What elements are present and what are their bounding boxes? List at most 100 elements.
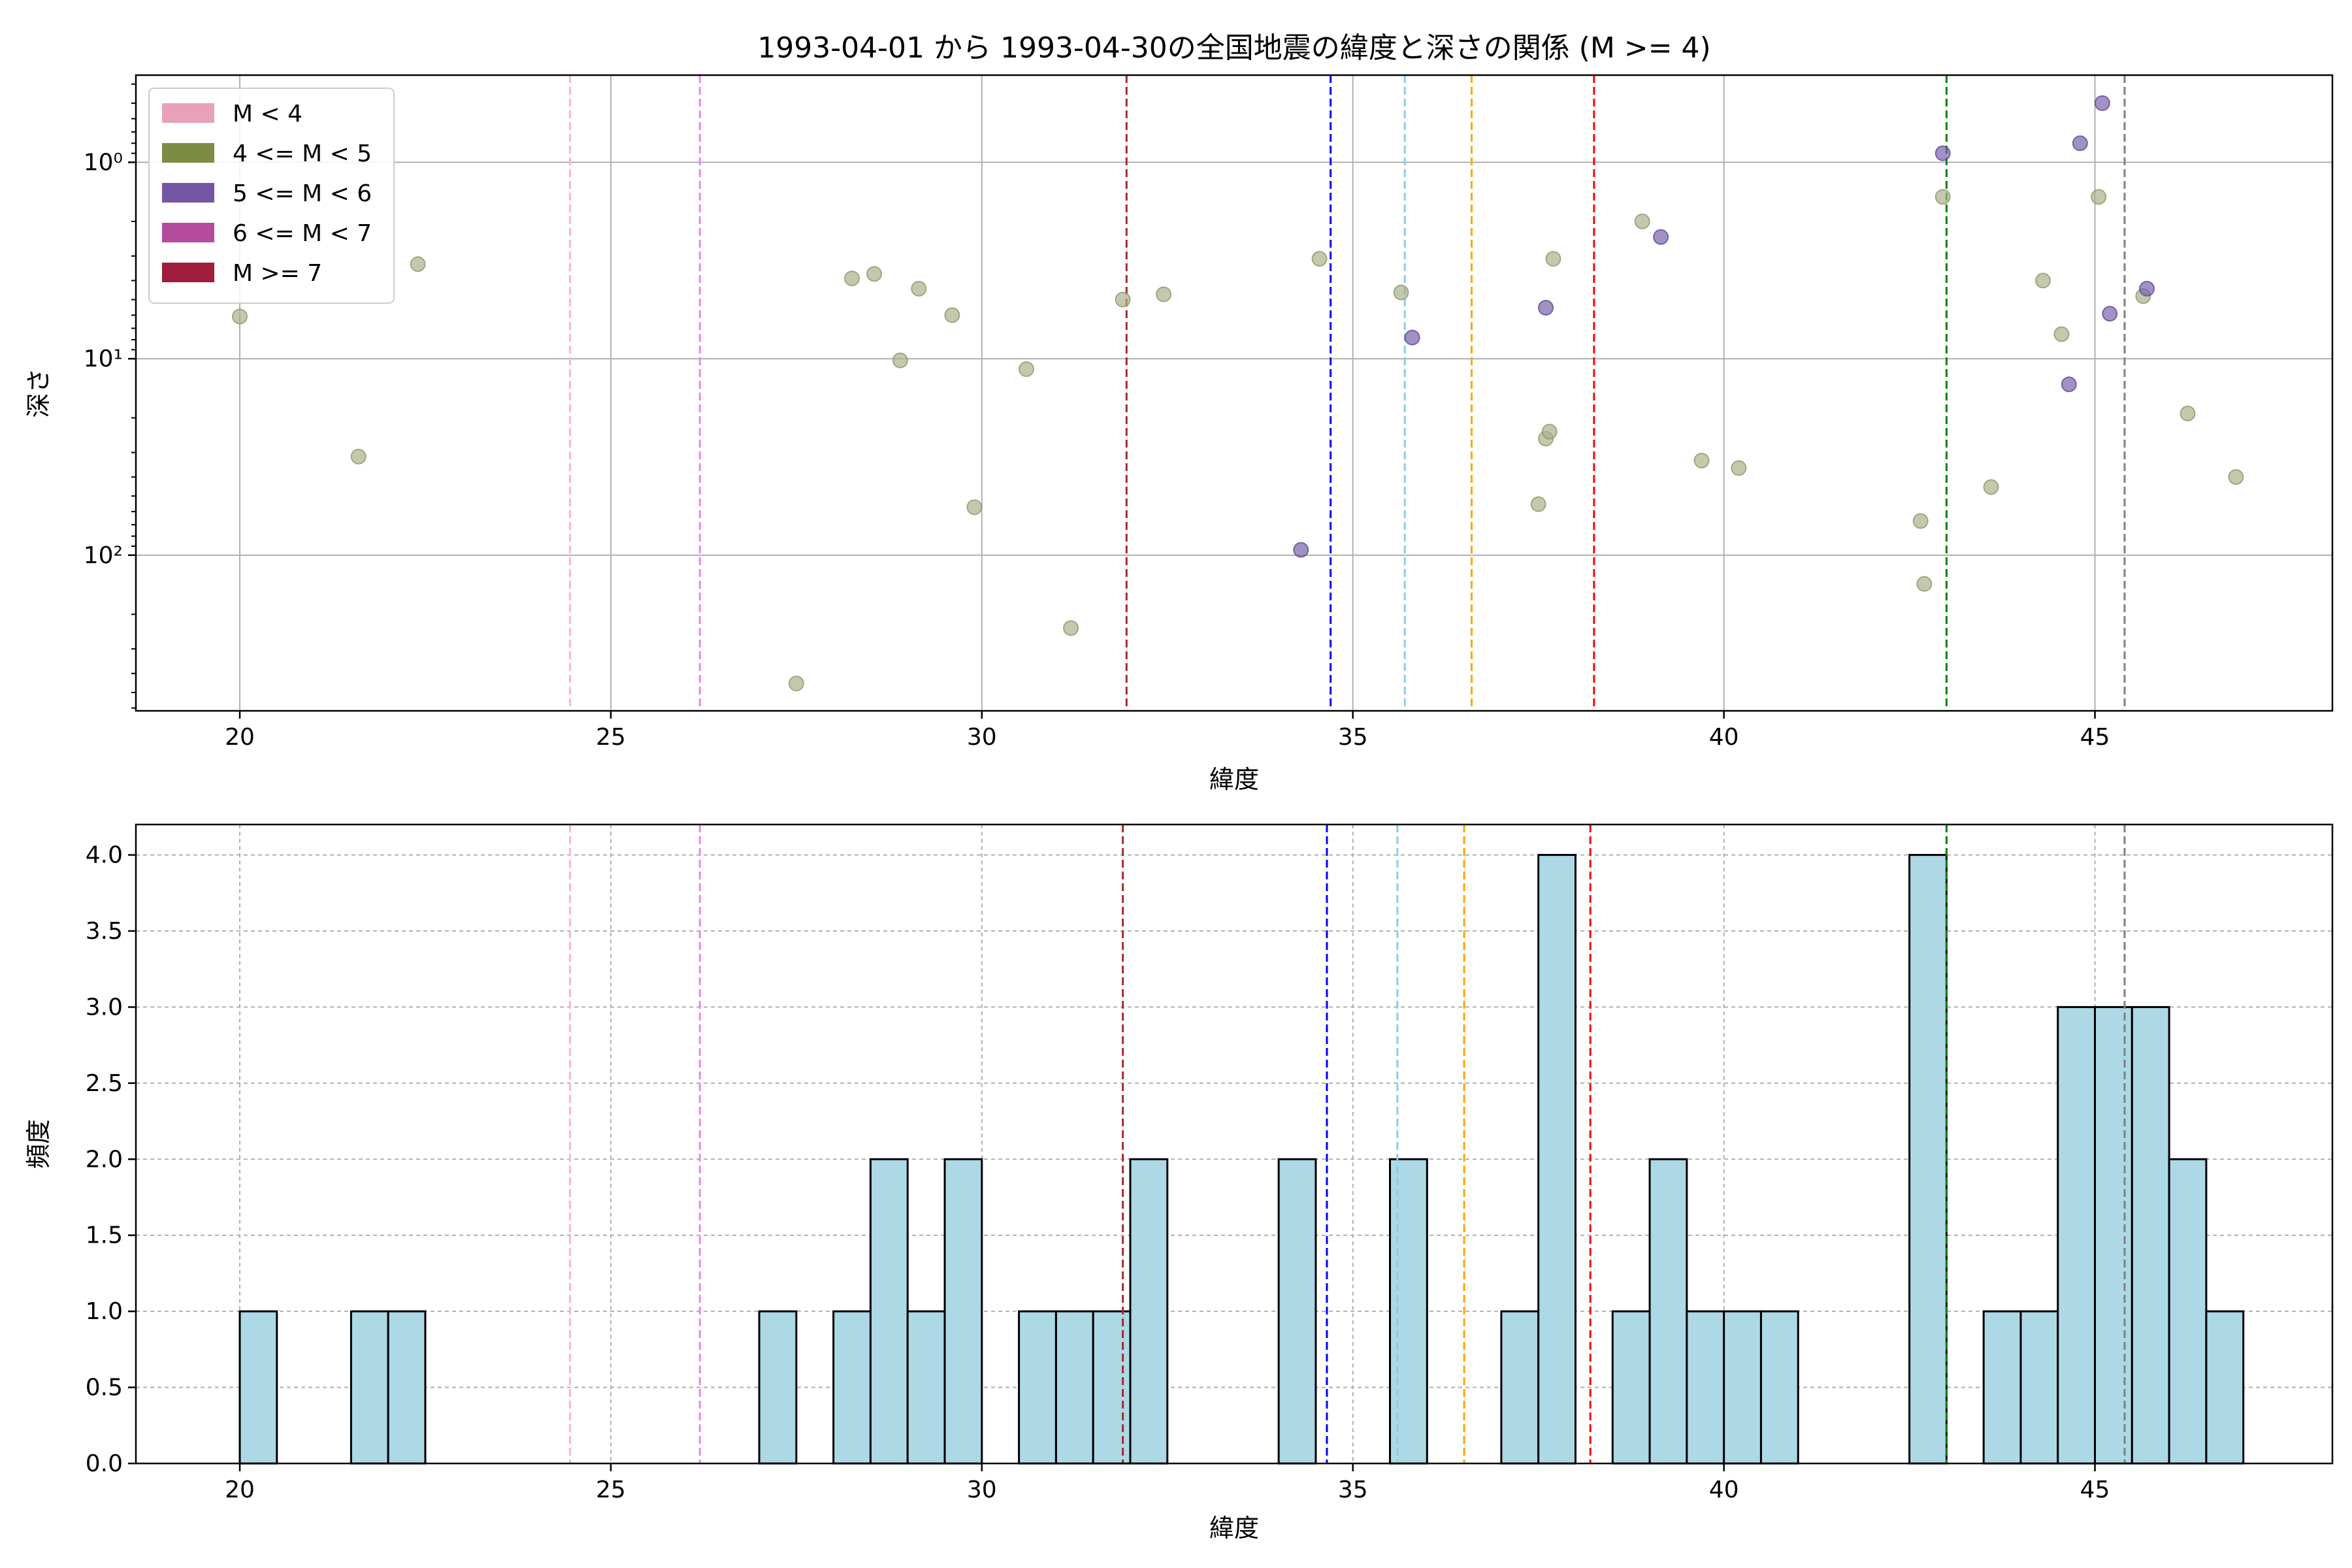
scatter-point xyxy=(1653,229,1669,245)
legend-swatch xyxy=(162,263,214,282)
legend-swatch xyxy=(162,183,214,203)
scatter-panel: 1993-04-01 から 1993-04-30の全国地震の緯度と深さの関係 (… xyxy=(24,31,2334,794)
histogram-bar xyxy=(2131,1005,2170,1465)
scatter-point xyxy=(1156,286,1172,302)
histogram-y-tick-label: 1.0 xyxy=(86,1298,123,1325)
scatter-point xyxy=(2180,405,2196,421)
histogram-bar xyxy=(1723,1310,1762,1465)
scatter-x-tick-label: 45 xyxy=(2080,724,2110,751)
legend-label: 5 <= M < 6 xyxy=(233,180,372,207)
histogram-bar xyxy=(2019,1310,2059,1465)
scatter-point xyxy=(2094,95,2110,111)
histogram-bar xyxy=(387,1310,427,1465)
scatter-point xyxy=(788,676,804,692)
histogram-bar xyxy=(869,1158,909,1465)
histogram-y-tick-label: 3.5 xyxy=(86,918,123,945)
scatter-point xyxy=(1063,620,1079,636)
histogram-bar xyxy=(1092,1310,1132,1465)
histogram-bars xyxy=(238,854,2245,1465)
scatter-point xyxy=(1115,291,1131,308)
scatter-legend: M < 4 4 <= M < 5 5 <= M < 6 6 <= M < 7 M >= … xyxy=(148,88,395,304)
histogram-bar xyxy=(238,1310,278,1465)
scatter-point xyxy=(1693,452,1710,468)
scatter-point xyxy=(866,266,883,282)
histogram-y-tick-label: 3.0 xyxy=(86,994,123,1021)
scatter-point xyxy=(2102,306,2118,322)
legend-label: 6 <= M < 7 xyxy=(233,220,372,247)
histogram-bar xyxy=(1648,1158,1688,1465)
scatter-x-tick-label: 20 xyxy=(225,724,255,751)
scatter-point xyxy=(410,256,426,272)
legend-swatch xyxy=(162,143,214,163)
scatter-point xyxy=(966,499,983,515)
scatter-point xyxy=(1634,213,1650,229)
scatter-point xyxy=(2091,189,2107,205)
scatter-point xyxy=(2139,280,2155,297)
histogram-x-axis-label: 緯度 xyxy=(1209,1514,1259,1543)
scatter-point xyxy=(1293,542,1309,558)
histogram-plot-frame xyxy=(135,823,2334,1465)
scatter-point xyxy=(892,352,908,368)
histogram-bar xyxy=(758,1310,798,1465)
legend-swatch xyxy=(162,223,214,242)
scatter-point xyxy=(911,280,927,297)
scatter-point xyxy=(1541,423,1558,440)
scatter-point xyxy=(844,270,860,287)
histogram-x-tick-label: 40 xyxy=(1709,1477,1739,1503)
scatter-y-tick-label: 10² xyxy=(84,542,123,569)
scatter-point xyxy=(1538,300,1554,316)
scatter-point xyxy=(944,307,960,323)
scatter-point xyxy=(1935,189,1951,205)
histogram-bar xyxy=(2057,1005,2097,1465)
histogram-x-tick-label: 25 xyxy=(596,1477,626,1503)
histogram-y-axis-label: 頻度 xyxy=(24,1119,53,1169)
histogram-bar xyxy=(2205,1310,2245,1465)
histogram-y-tick-label: 0.5 xyxy=(86,1375,123,1401)
histogram-bar xyxy=(1982,1310,2022,1465)
histogram-x-tick-label: 45 xyxy=(2080,1477,2110,1503)
histogram-bar xyxy=(1686,1310,1725,1465)
histogram-y-ticks: 0.0 0.5 1.0 1.5 2.0 2.5 3.0 3.5 4.0 xyxy=(86,842,136,1477)
histogram-x-ticks: 20 25 30 35 40 45 xyxy=(225,1463,2110,1503)
histogram-bar xyxy=(832,1310,872,1465)
scatter-point xyxy=(1404,329,1420,346)
histogram-reference-lines xyxy=(568,825,2126,1463)
scatter-point xyxy=(1731,460,1747,476)
histogram-panel: 20 25 30 35 40 45 0.0 0.5 1.0 1.5 2.0 2.5 3.0 3.5 4.0… xyxy=(24,823,2334,1543)
scatter-y-axis-label: 深さ xyxy=(24,368,53,417)
scatter-title: 1993-04-01 から 1993-04-30の全国地震の緯度と深さの関係 (… xyxy=(757,31,1710,65)
scatter-point xyxy=(1983,479,1999,495)
legend-label: M < 4 xyxy=(233,101,302,127)
histogram-bar xyxy=(1759,1310,1799,1465)
scatter-point xyxy=(2228,469,2244,485)
scatter-plot-frame xyxy=(135,74,2334,712)
histogram-bar xyxy=(1611,1310,1651,1465)
scatter-point xyxy=(1916,576,1933,592)
scatter-y-tick-label: 10¹ xyxy=(84,346,123,372)
scatter-point xyxy=(2053,326,2070,342)
scatter-point xyxy=(2061,376,2077,393)
legend-label: M >= 7 xyxy=(233,260,322,287)
histogram-x-tick-label: 30 xyxy=(967,1477,997,1503)
scatter-x-axis-label: 緯度 xyxy=(1209,765,1259,794)
scatter-y-tick-label: 10⁰ xyxy=(84,149,123,176)
histogram-bar xyxy=(350,1310,389,1465)
scatter-x-tick-label: 30 xyxy=(967,724,997,751)
scatter-point xyxy=(1530,496,1546,512)
scatter-point xyxy=(1018,361,1034,378)
scatter-point xyxy=(1545,251,1561,267)
legend-label: 4 <= M < 5 xyxy=(233,140,372,167)
scatter-point xyxy=(2035,272,2051,289)
histogram-y-tick-label: 2.5 xyxy=(86,1070,123,1097)
histogram-y-tick-label: 4.0 xyxy=(86,842,123,869)
scatter-point xyxy=(2072,135,2088,152)
scatter-x-ticks: 20 25 30 35 40 45 xyxy=(225,711,2110,751)
histogram-bar xyxy=(1054,1310,1094,1465)
histogram-bar xyxy=(1537,854,1576,1465)
histogram-bar xyxy=(1129,1158,1169,1465)
histogram-bar xyxy=(1908,854,1948,1465)
histogram-bar xyxy=(1018,1310,1057,1465)
histogram-bar xyxy=(1389,1158,1428,1465)
scatter-reference-lines xyxy=(568,75,2126,711)
scatter-x-tick-label: 25 xyxy=(596,724,626,751)
